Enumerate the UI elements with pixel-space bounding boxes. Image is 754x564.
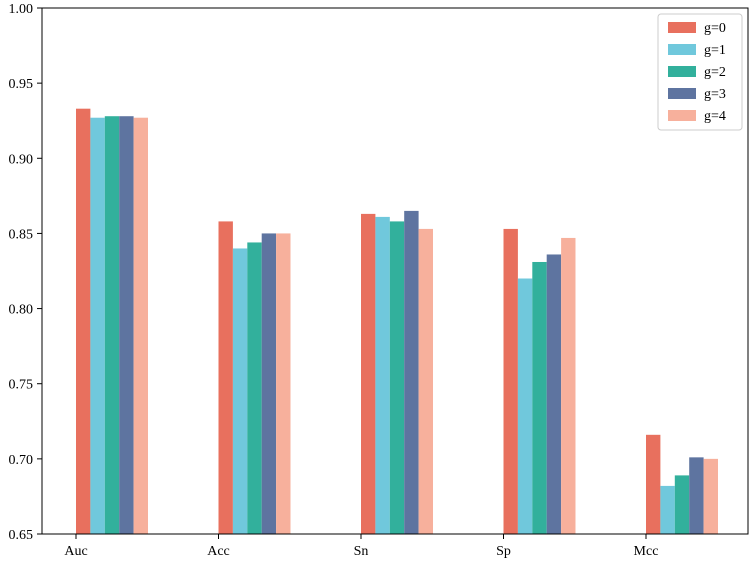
- legend-label: g=1: [704, 43, 726, 58]
- bar-sn-g1: [375, 216, 390, 534]
- bar-mcc-g0: [646, 434, 661, 534]
- bars-layer: [76, 108, 718, 535]
- x-axis: Auc Acc Sn Sp Mcc: [64, 534, 658, 559]
- bar-acc-g3: [261, 233, 277, 534]
- y-tick-label: 0.85: [9, 227, 34, 242]
- bar-mcc-g4: [703, 458, 718, 534]
- bar-auc-g1: [90, 117, 105, 535]
- y-tick-label: 0.70: [9, 453, 34, 468]
- x-tick-label: Mcc: [634, 544, 659, 559]
- bar-sn-g4: [418, 228, 433, 535]
- y-axis: 0.65 0.70 0.75 0.80 0.85 0.90 0.95 1.00: [9, 2, 42, 543]
- y-tick-label: 1.00: [9, 2, 34, 17]
- y-tick-label: 0.75: [9, 378, 34, 393]
- y-tick-label: 0.80: [9, 303, 34, 318]
- bar-mcc-g2: [674, 475, 690, 534]
- legend-swatch: [668, 110, 696, 121]
- legend-swatch: [668, 88, 696, 99]
- x-tick-label: Acc: [207, 544, 230, 559]
- y-tick-label: 0.65: [9, 528, 34, 543]
- bar-sp-g0: [503, 228, 518, 535]
- bar-acc-g4: [276, 233, 291, 534]
- bar-acc-g1: [232, 248, 248, 534]
- legend-swatch: [668, 44, 696, 55]
- bar-auc-g0: [76, 108, 91, 534]
- legend-box: [657, 13, 743, 131]
- y-tick-label: 0.90: [9, 152, 34, 167]
- x-tick-label: Sn: [354, 544, 369, 559]
- bar-sp-g4: [561, 237, 576, 534]
- legend: g=0 g=1 g=2 g=3 g=4: [657, 13, 743, 131]
- bar-acc-g0: [218, 221, 233, 534]
- legend-label: g=2: [704, 65, 726, 80]
- bar-mcc-g3: [689, 457, 704, 534]
- bar-sp-g2: [532, 261, 547, 534]
- legend-label: g=4: [704, 109, 726, 124]
- y-tick-label: 0.95: [9, 77, 34, 92]
- bar-sn-g3: [404, 210, 419, 534]
- legend-label: g=0: [704, 21, 726, 36]
- bar-mcc-g1: [660, 485, 675, 534]
- bar-auc-g3: [119, 116, 134, 535]
- bar-sp-g3: [546, 254, 562, 534]
- plot-frame: [41, 7, 749, 535]
- bar-sp-g1: [517, 278, 533, 534]
- x-tick-label: Sp: [496, 544, 511, 559]
- legend-swatch: [668, 22, 696, 33]
- legend-label: g=3: [704, 87, 726, 102]
- bar-sn-g2: [389, 221, 405, 534]
- bar-acc-g2: [247, 242, 262, 534]
- bar-auc-g4: [133, 117, 148, 535]
- x-tick-label: Auc: [64, 544, 87, 559]
- legend-swatch: [668, 66, 696, 77]
- bar-sn-g0: [361, 213, 376, 534]
- bar-auc-g2: [104, 116, 120, 535]
